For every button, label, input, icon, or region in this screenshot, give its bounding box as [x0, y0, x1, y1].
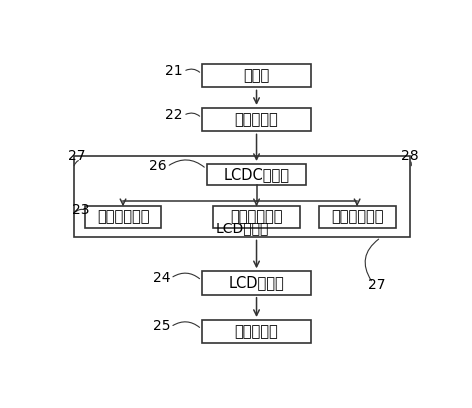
Text: 27: 27: [68, 149, 85, 163]
Text: 参数生效模块: 参数生效模块: [331, 210, 383, 224]
Bar: [202, 64, 312, 87]
Bar: [202, 271, 312, 295]
Text: 24: 24: [152, 271, 170, 285]
Text: 参数修改模块: 参数修改模块: [97, 210, 149, 224]
Bar: [319, 206, 396, 228]
Text: 28: 28: [401, 149, 419, 163]
Text: 22: 22: [166, 108, 183, 122]
Bar: [202, 108, 312, 131]
Text: 27: 27: [369, 278, 386, 292]
Text: LCD控制器: LCD控制器: [215, 221, 269, 235]
Text: 21: 21: [165, 64, 183, 78]
Text: 25: 25: [152, 319, 170, 333]
Bar: [213, 206, 300, 228]
Text: 存储器: 存储器: [244, 68, 270, 83]
Text: LCDC寄存器: LCDC寄存器: [224, 167, 289, 182]
Text: 液晶显示屏: 液晶显示屏: [235, 324, 278, 339]
Text: 23: 23: [72, 203, 90, 217]
Bar: [207, 164, 306, 185]
Text: 终端处理器: 终端处理器: [235, 112, 278, 127]
Text: 复位控制模块: 复位控制模块: [230, 210, 283, 224]
Bar: [74, 156, 410, 237]
Bar: [84, 206, 161, 228]
Text: LCD驱动器: LCD驱动器: [228, 275, 285, 290]
Bar: [202, 320, 312, 344]
Text: 26: 26: [149, 159, 167, 173]
